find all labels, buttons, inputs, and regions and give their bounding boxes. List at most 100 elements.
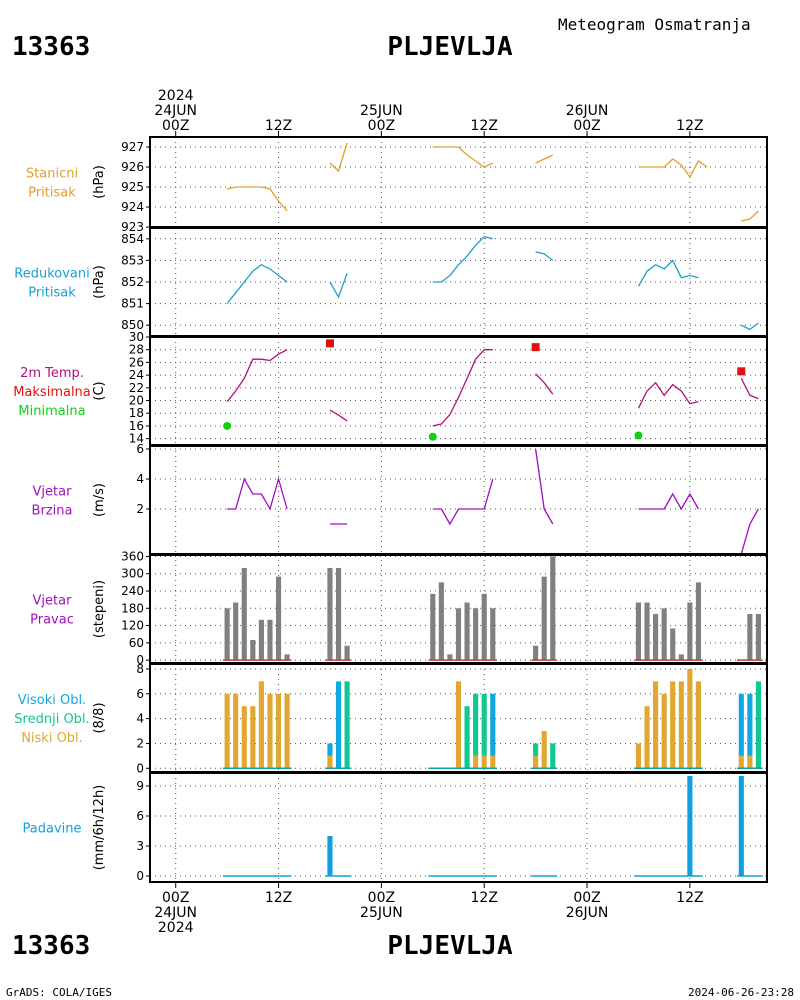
y-tick-label: 120: [121, 619, 144, 633]
y-tick-label: 0: [136, 869, 144, 883]
y-tick-label: 22: [129, 381, 144, 395]
y-tick-label: 20: [129, 394, 144, 408]
y-tick-label: 300: [121, 567, 144, 581]
panel-label: 2m Temp.: [20, 366, 84, 381]
bar: [644, 602, 650, 661]
bar: [473, 608, 479, 661]
y-tick-label: 853: [121, 253, 144, 267]
bar: [755, 614, 762, 661]
bar: [267, 619, 273, 661]
bar: [258, 681, 264, 769]
bar: [233, 602, 239, 661]
bar: [747, 755, 753, 769]
bar: [695, 582, 702, 661]
series-line: [432, 349, 493, 427]
y-tick-label: 0: [136, 653, 144, 667]
bar: [695, 681, 702, 769]
bar: [490, 755, 496, 769]
series-line: [637, 259, 699, 287]
panel-label: Minimalna: [18, 404, 85, 419]
y-tick-label: 6: [136, 687, 144, 701]
bar: [738, 693, 744, 756]
series-line: [535, 251, 554, 261]
min-temp-marker: [634, 431, 643, 440]
bar: [284, 693, 290, 769]
axis-unit-label: (mm/6h/12h): [92, 785, 107, 871]
bar: [464, 602, 470, 661]
x-tick-label-bottom: 12Z: [471, 890, 498, 906]
y-tick-label: 4: [136, 472, 144, 486]
x-tick-label-bottom: 26JUN: [566, 905, 609, 921]
bar: [635, 743, 642, 769]
panel-frame: [149, 336, 768, 446]
bar: [430, 593, 436, 661]
bar: [533, 743, 539, 756]
y-tick-label: 924: [121, 200, 144, 214]
panel-wind_direction: 0 60 120 180 240 300 360 (stepeni) Vjetar Pravac: [30, 549, 768, 667]
series-line: [535, 154, 554, 164]
series-line: [432, 235, 493, 283]
bar: [224, 608, 230, 661]
bar: [653, 614, 659, 661]
series-line: [740, 378, 759, 400]
bar: [678, 654, 684, 661]
y-tick-label: 9: [136, 779, 144, 793]
footer-credit: GrADS: COLA/IGES: [6, 986, 112, 999]
series-line: [534, 448, 554, 525]
panel-station_pressure: 923 924 925 926 927 (hPa) Stanicni Pritisak: [26, 136, 768, 234]
bar: [241, 706, 247, 769]
bar: [747, 614, 753, 661]
panel-data: [226, 349, 759, 427]
y-tick-label: 2: [136, 502, 144, 516]
footer-timestamp: 2024-06-26-23:28: [688, 986, 794, 999]
bar: [747, 693, 753, 756]
min-temp-marker: [223, 421, 232, 430]
y-tick-label: 28: [129, 343, 144, 357]
y-tick-label: 26: [129, 355, 144, 369]
series-line: [227, 476, 288, 511]
series-line: [741, 322, 759, 331]
x-tick-label-bottom: 00Z: [368, 890, 395, 906]
bar: [738, 776, 744, 876]
x-tick-label-bottom: 00Z: [573, 890, 600, 906]
panel-label: Srednji Obl.: [14, 712, 89, 727]
bar: [327, 743, 333, 756]
series-line: [741, 210, 759, 222]
x-tick-label-top: 00Z: [368, 118, 395, 134]
axis-unit-label: (stepeni): [92, 580, 107, 638]
bar: [678, 681, 684, 769]
y-tick-label: 4: [136, 712, 144, 726]
panel-label: Maksimalna: [13, 385, 91, 400]
panel-precipitation: 0 3 6 9 (mm/6h/12h) Padavine: [23, 772, 768, 883]
y-tick-label: 854: [121, 232, 144, 246]
bar: [533, 755, 539, 769]
series-line: [329, 273, 348, 299]
series-line: [740, 508, 759, 554]
panel-label: Niski Obl.: [21, 731, 83, 746]
panel-label: Pravac: [30, 613, 74, 628]
x-tick-label-top: 12Z: [471, 118, 498, 134]
station-name-top: PLJEVLJA: [387, 32, 513, 62]
y-tick-label: 180: [121, 601, 144, 615]
y-tick-label: 30: [129, 330, 144, 344]
panel-label: Pritisak: [28, 286, 76, 301]
max-temp-marker: [737, 367, 746, 376]
station-id-top: 13363: [12, 32, 90, 62]
panel-data: [227, 448, 759, 554]
station-name-bottom: PLJEVLJA: [387, 931, 513, 961]
x-tick-label-bottom: 24JUN: [154, 905, 197, 921]
y-tick-label: 360: [121, 549, 144, 563]
bar: [473, 693, 479, 756]
panel-data: [222, 668, 763, 770]
bar: [490, 608, 496, 661]
x-tick-label-top: 00Z: [573, 118, 600, 134]
bar: [635, 602, 642, 661]
bar: [455, 681, 462, 769]
y-tick-label: 24: [129, 368, 144, 382]
panel-label: Brzina: [32, 504, 73, 519]
bar: [250, 639, 256, 661]
panel-frame: [149, 227, 768, 337]
x-tick-label-top: 2024: [158, 88, 194, 104]
y-tick-label: 851: [121, 297, 144, 311]
bar: [233, 693, 239, 769]
